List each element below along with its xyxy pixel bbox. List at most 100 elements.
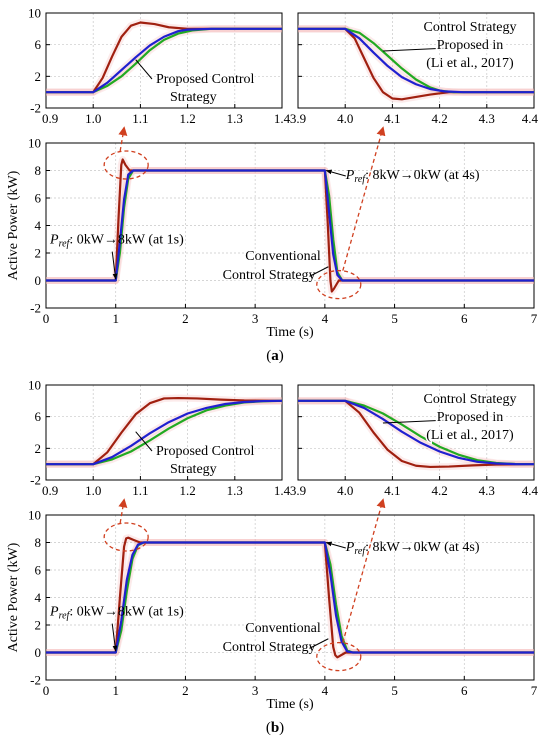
pref-up-symbol: P: [49, 604, 59, 619]
zoom-right-xtick-label: 3.9: [290, 111, 306, 126]
zoom-left-ytick-label: 6: [35, 37, 42, 52]
main-ytick-label: 0: [35, 273, 42, 288]
main-ytick-label: 10: [28, 136, 41, 151]
zoom-right-b-proposed-line: [298, 399, 534, 466]
main-xtick-label: 1: [112, 683, 119, 698]
overshoot-ellipse: [103, 522, 149, 552]
pref-down-symbol: P: [345, 168, 355, 183]
zoom-left-xtick-label: 1.2: [179, 483, 195, 498]
y-axis-label: Active Power (kW): [6, 170, 21, 280]
li-pointer: [382, 419, 450, 424]
zoom-right-arrow: [342, 126, 386, 271]
main-xtick-label: 2: [182, 311, 189, 326]
pref-down-text: : 8kW→0kW (at 4s): [365, 168, 480, 183]
zoom-right-frame: [297, 12, 535, 109]
proposed-annotation-line2: Strategy: [170, 90, 217, 105]
pref-step-up-annotation: Pref: 0kW→8kW (at 1s): [49, 604, 184, 621]
proposed-annotation-line2: Strategy: [170, 462, 217, 477]
main-a-series-group: [46, 156, 534, 295]
pref-up-text: : 0kW→8kW (at 1s): [69, 604, 184, 619]
main-ytick-label: 4: [35, 218, 42, 233]
zoom-left-a-series-group: [46, 19, 282, 96]
zoom-left-xtick-label: 1.4: [274, 111, 291, 126]
pref-up-arrow: [111, 251, 118, 280]
zoom-right-xtick-label: 4.4: [522, 111, 539, 126]
pref-down-subscript: ref: [354, 174, 366, 185]
main-ytick-label: -2: [30, 673, 41, 688]
undershoot-ellipse: [316, 641, 362, 672]
zoom-left-ytick-label: 10: [28, 378, 41, 393]
zoom-left-ytick-label: 2: [35, 69, 42, 84]
main-ytick-label: 4: [35, 590, 42, 605]
pref-step-down-annotation: Pref: 8kW→0kW (at 4s): [345, 540, 480, 557]
y-axis-label: Active Power (kW): [6, 542, 21, 652]
main-b-series-group: [46, 534, 534, 661]
pref-down-text: : 8kW→0kW (at 4s): [365, 540, 480, 555]
main-ytick-label: 10: [28, 508, 41, 523]
zoom-left-ytick-label: 6: [35, 409, 42, 424]
overshoot-ellipse: [103, 150, 149, 180]
pref-up-subscript: ref: [59, 610, 71, 621]
x-axis-label: Time (s): [266, 325, 314, 340]
pref-up-arrow: [111, 623, 118, 652]
li-annotation-line3: (Li et al., 2017): [426, 428, 514, 443]
main-xtick-label: 1: [112, 311, 119, 326]
panel-caption: (a): [266, 348, 284, 364]
li-annotation-line2: Proposed in: [437, 38, 504, 53]
main-xtick-label: 3: [252, 683, 259, 698]
pref-down-subscript: ref: [354, 546, 366, 557]
main-xtick-label: 5: [391, 683, 398, 698]
zoom-left-frame: [45, 384, 283, 481]
pref-up-symbol: P: [49, 232, 59, 247]
li-annotation-line1: Control Strategy: [424, 392, 517, 407]
conventional-annotation-line1: Conventional: [245, 621, 321, 636]
li-pointer: [382, 47, 450, 52]
zoom-right-xtick-label: 4.0: [337, 483, 353, 498]
conventional-annotation-line2: Control Strategy: [223, 268, 316, 283]
main-ytick-label: 2: [35, 246, 42, 261]
zoom-left-ytick-label: 2: [35, 441, 42, 456]
x-axis-label: Time (s): [266, 697, 314, 712]
pref-down-symbol: P: [345, 540, 355, 555]
main-xtick-label: 7: [531, 311, 538, 326]
zoom-left-arrow: [118, 498, 128, 524]
pref-step-up-annotation: Pref: 0kW→8kW (at 1s): [49, 232, 184, 249]
main-xtick-label: 3: [252, 311, 259, 326]
zoom-left-xtick-label: 1.1: [132, 111, 148, 126]
proposed-pointer: [135, 59, 153, 80]
main-xtick-label: 6: [461, 311, 468, 326]
zoom-left-arrow: [118, 126, 128, 152]
zoom-left-xtick-label: 1.1: [132, 483, 148, 498]
proposed-annotation-line1: Proposed Control: [156, 72, 255, 87]
proposed-pointer: [135, 431, 153, 452]
zoom-left-xtick-label: 1.4: [274, 483, 291, 498]
pref-step-down-annotation: Pref: 8kW→0kW (at 4s): [345, 168, 480, 185]
main-frame: [45, 514, 535, 681]
main-b-conventional-line: [46, 536, 534, 659]
zoom-right-xtick-label: 4.2: [431, 111, 447, 126]
undershoot-ellipse: [316, 269, 362, 300]
zoom-left-xtick-label: 1.3: [227, 483, 243, 498]
main-ytick-label: 2: [35, 618, 42, 633]
zoom-right-b-series-group: [298, 397, 534, 471]
main-xtick-label: 0: [43, 683, 50, 698]
zoom-left-b-conventional-line: [46, 396, 282, 466]
zoom-right-xtick-label: 4.3: [479, 483, 495, 498]
zoom-right-xtick-label: 4.4: [522, 483, 539, 498]
zoom-left-frame: [45, 12, 283, 109]
zoom-left-xtick-label: 0.9: [42, 111, 58, 126]
main-frame: [45, 142, 535, 309]
pref-up-text: : 0kW→8kW (at 1s): [69, 232, 184, 247]
main-ytick-label: -2: [30, 301, 41, 316]
zoom-left-xtick-label: 1.2: [179, 111, 195, 126]
zoom-left-xtick-label: 0.9: [42, 483, 58, 498]
pref-down-arrow: [325, 541, 346, 549]
zoom-right-a-series-group: [298, 25, 534, 103]
zoom-right-b-conventional-line: [298, 399, 534, 469]
zoom-left-xtick-label: 1.0: [85, 111, 101, 126]
zoom-right-a-proposed-line: [298, 27, 534, 94]
pref-up-subscript: ref: [59, 238, 71, 249]
main-a-proposed-line: [46, 169, 534, 282]
